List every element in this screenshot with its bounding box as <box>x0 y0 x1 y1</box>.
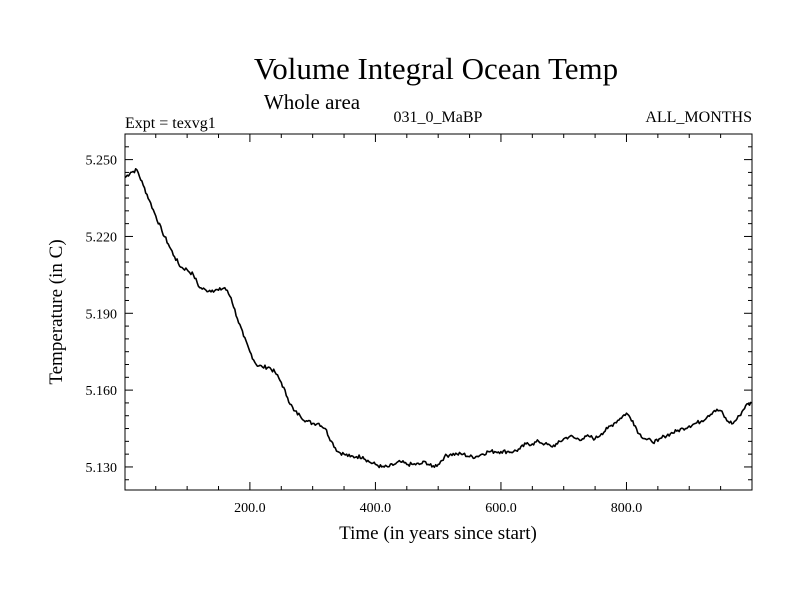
x-tick-label: 600.0 <box>485 501 517 516</box>
chart-subtitle: Whole area <box>264 90 361 114</box>
run-label: 031_0_MaBP <box>394 109 483 126</box>
temperature-series-line <box>124 168 753 469</box>
months-label: ALL_MONTHS <box>645 109 752 126</box>
y-axis-ticks: 5.130 5.160 5.190 5.220 5.250 <box>86 133 752 481</box>
x-tick-label: 200.0 <box>234 501 266 516</box>
x-tick-label: 400.0 <box>360 501 392 516</box>
chart-title: Volume Integral Ocean Temp <box>254 51 618 86</box>
y-tick-label: 5.250 <box>86 154 118 169</box>
x-axis-label: Time (in years since start) <box>339 523 537 544</box>
y-tick-label: 5.220 <box>86 230 118 245</box>
y-tick-label: 5.190 <box>86 307 118 322</box>
plot-frame <box>124 133 753 491</box>
y-tick-label: 5.130 <box>86 461 118 476</box>
y-tick-label: 5.160 <box>86 384 118 399</box>
x-axis-ticks: 200.0 400.0 600.0 800.0 <box>155 134 722 516</box>
experiment-label: Expt = texvg1 <box>125 115 216 132</box>
x-tick-label: 800.0 <box>611 501 643 516</box>
y-axis-label: Temperature (in C) <box>46 239 67 384</box>
